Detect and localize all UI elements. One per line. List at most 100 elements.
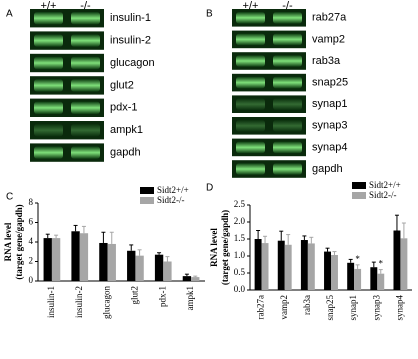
- x-tick-label: vamp2: [279, 295, 289, 320]
- x-tick-label: ampk1: [185, 286, 195, 311]
- gel-band: [71, 146, 100, 159]
- gene-label: snap25: [312, 77, 348, 89]
- gene-label: glut2: [110, 79, 134, 91]
- gel-band: [236, 163, 265, 175]
- bar: [51, 238, 61, 281]
- gel-band: [236, 55, 265, 67]
- x-tick-label: synap1: [348, 295, 358, 321]
- gene-label: insulin-2: [110, 35, 151, 47]
- bar: [307, 243, 315, 290]
- legend-swatch: [140, 197, 154, 204]
- gene-label: rab3a: [312, 55, 341, 67]
- x-tick-label: rab3a: [302, 295, 312, 315]
- gel-band: [71, 12, 100, 25]
- x-tick-label: glut2: [129, 286, 139, 305]
- x-tick-label: insulin-2: [74, 286, 84, 318]
- y-axis-title-line: RNA level: [3, 222, 13, 261]
- gel-band: [34, 56, 63, 70]
- bar: [43, 238, 52, 281]
- x-tick-label: snap25: [325, 295, 335, 321]
- lane-label: +/+: [243, 0, 259, 12]
- gel-band: [34, 12, 63, 25]
- bar: [154, 254, 164, 281]
- legend-swatch: [352, 192, 366, 199]
- gene-label: gapdh: [312, 163, 343, 175]
- significance-mark: *: [355, 254, 360, 264]
- y-tick-label: 0.0: [234, 284, 246, 294]
- y-tick-label: 0: [29, 275, 34, 285]
- y-axis-title: RNA level(target gene/gapdh): [3, 204, 24, 279]
- bar: [354, 268, 362, 290]
- y-axis-title-line: (target gene/gapdh): [220, 210, 230, 285]
- gene-label: rab27a: [312, 12, 347, 24]
- gel-band: [273, 98, 302, 110]
- gel-band: [273, 163, 302, 175]
- legend-label: Sidt2-/-: [157, 195, 185, 205]
- lane-label: +/+: [41, 0, 57, 12]
- gene-label: ampk1: [110, 124, 143, 136]
- panel-label: D: [206, 183, 213, 194]
- gel-band: [236, 12, 265, 24]
- bar: [324, 251, 331, 290]
- bar: [400, 238, 408, 290]
- y-tick-label: 2: [29, 256, 34, 266]
- x-tick-label: insulin-1: [46, 286, 56, 318]
- y-tick-label: 8: [29, 197, 34, 207]
- gel-band: [273, 141, 302, 154]
- gel-band: [236, 141, 265, 154]
- panel-label: A: [6, 9, 13, 20]
- y-axis-title-line: RNA level: [209, 228, 219, 267]
- gene-label: synap1: [312, 98, 347, 110]
- y-tick-label: 1.0: [234, 250, 246, 260]
- lane-label: -/-: [80, 0, 91, 12]
- bar: [331, 254, 338, 290]
- bar: [284, 244, 292, 290]
- bar: [79, 233, 89, 281]
- gel-band: [273, 120, 302, 132]
- significance-mark: *: [379, 259, 384, 269]
- gene-label: glucagon: [110, 57, 155, 69]
- panel-label: B: [206, 9, 213, 20]
- gel-band: [34, 101, 63, 114]
- gel-band: [273, 76, 302, 89]
- y-axis-title: RNA level(target gene/gapdh): [209, 210, 230, 285]
- y-axis-title-line: (target gene/gapdh): [14, 204, 24, 279]
- gel-band: [71, 34, 100, 47]
- legend-swatch: [140, 187, 154, 194]
- y-tick-label: 1.5: [234, 233, 246, 243]
- gel-band: [273, 55, 302, 67]
- bar: [99, 242, 108, 281]
- legend-label: Sidt2+/+: [369, 180, 401, 190]
- legend-label: Sidt2+/+: [157, 185, 189, 195]
- y-tick-label: 2.0: [234, 216, 246, 226]
- bar: [107, 243, 116, 281]
- gene-label: pdx-1: [110, 102, 138, 114]
- gel-band: [273, 12, 302, 24]
- bar: [300, 240, 308, 290]
- gel-band: [273, 33, 302, 46]
- bar: [182, 276, 192, 281]
- bar: [261, 243, 269, 290]
- gel-band: [236, 76, 265, 89]
- gel-band: [34, 79, 63, 92]
- gene-label: synap4: [312, 141, 347, 153]
- bar: [377, 273, 385, 290]
- gel-band: [236, 33, 265, 46]
- x-tick-label: synap3: [371, 295, 381, 321]
- y-tick-label: 2.5: [234, 199, 246, 209]
- gel-band: [34, 146, 63, 159]
- bar: [254, 239, 262, 290]
- bar: [277, 240, 285, 290]
- gene-label: synap3: [312, 120, 347, 132]
- bar: [163, 261, 172, 281]
- x-tick-label: synap4: [394, 295, 404, 321]
- lane-label: -/-: [282, 0, 293, 12]
- gel-band: [71, 79, 100, 92]
- gene-label: gapdh: [110, 147, 141, 159]
- gel-band: [71, 124, 100, 137]
- x-tick-label: glucagon: [102, 286, 112, 319]
- panel-label: C: [6, 192, 13, 203]
- legend-swatch: [352, 182, 366, 189]
